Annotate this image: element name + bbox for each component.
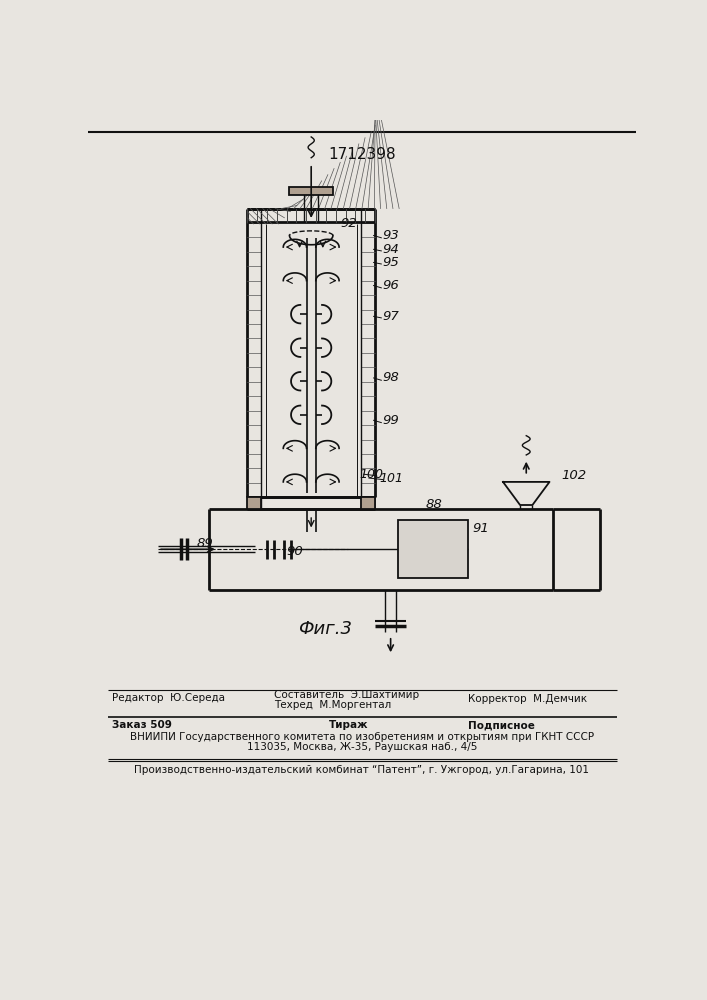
Text: Техред  М.Моргентал: Техред М.Моргентал — [274, 700, 392, 710]
Text: 102: 102 — [561, 469, 586, 482]
Bar — [289, 187, 333, 195]
Bar — [398, 520, 468, 578]
Text: 94: 94 — [383, 243, 399, 256]
Text: 93: 93 — [383, 229, 399, 242]
Text: 88: 88 — [426, 498, 443, 512]
Bar — [361, 497, 375, 509]
Text: 1712398: 1712398 — [328, 147, 396, 162]
Text: ВНИИПИ Государственного комитета по изобретениям и открытиям при ГКНТ СССР: ВНИИПИ Государственного комитета по изоб… — [130, 732, 594, 742]
Text: 92: 92 — [340, 217, 357, 230]
Text: 98: 98 — [383, 371, 399, 384]
Text: 101: 101 — [379, 472, 403, 485]
Text: 96: 96 — [383, 279, 399, 292]
Text: 89: 89 — [197, 537, 214, 550]
Text: Корректор  М.Демчик: Корректор М.Демчик — [468, 694, 588, 704]
Text: 113035, Москва, Ж-35, Раушская наб., 4/5: 113035, Москва, Ж-35, Раушская наб., 4/5 — [247, 742, 477, 752]
Text: 99: 99 — [383, 414, 399, 427]
Text: Тираж: Тираж — [329, 720, 368, 730]
Text: 90: 90 — [286, 545, 303, 558]
Bar — [247, 497, 261, 509]
Text: Составитель  Э.Шахтимир: Составитель Э.Шахтимир — [274, 690, 419, 700]
Text: Фиг.3: Фиг.3 — [298, 620, 351, 639]
Text: 91: 91 — [472, 522, 489, 535]
Text: 95: 95 — [383, 256, 399, 269]
Text: Заказ 509: Заказ 509 — [112, 720, 172, 730]
Text: Подписное: Подписное — [468, 720, 535, 730]
Text: 97: 97 — [383, 310, 399, 323]
Text: Производственно-издательский комбинат “Патент”, г. Ужгород, ул.Гагарина, 101: Производственно-издательский комбинат “П… — [134, 765, 590, 775]
Text: 100: 100 — [360, 468, 384, 481]
Text: Редактор  Ю.Середа: Редактор Ю.Середа — [112, 693, 225, 703]
